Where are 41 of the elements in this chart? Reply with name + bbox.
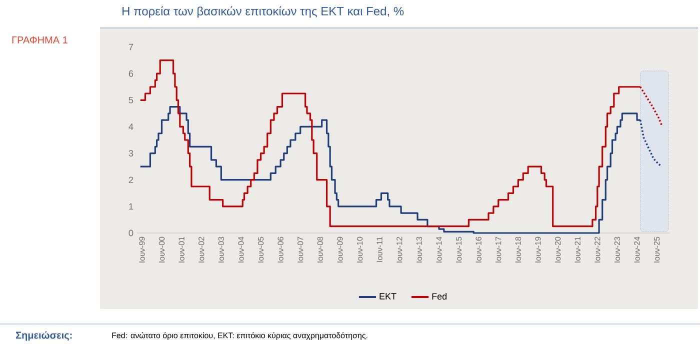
x-tick-label: Ιουν-99 xyxy=(139,236,145,262)
y-tick-label: 6 xyxy=(128,70,134,77)
x-tick-label: Ιουν-00 xyxy=(158,236,165,262)
x-tick-label: Ιουν-25 xyxy=(654,236,660,262)
x-tick-label: Ιουν-06 xyxy=(278,236,284,262)
x-tick-label: Ιουν-08 xyxy=(317,236,324,262)
y-tick-label: 5 xyxy=(128,97,134,104)
y-tick-label: 2 xyxy=(128,176,134,184)
x-tick-label: Ιουν-12 xyxy=(396,236,402,262)
x-tick-label: Ιουν-14 xyxy=(436,236,442,262)
text: Fed: ανώτατο όριο επιτοκίου, ΕΚΤ: επιτόκιο κύριας αναχρηματοδότησης. xyxy=(112,332,368,340)
legend-label: Fed xyxy=(432,292,446,300)
x-tick-label: Ιουν-09 xyxy=(337,236,343,262)
x-tick-label: Ιουν-01 xyxy=(178,236,184,262)
chart-title: Η πορεία των βασικών επιτοκίων της ΕΚΤ και Fed, % xyxy=(122,6,404,18)
y-tick-label: 4 xyxy=(128,124,134,130)
x-tick-label: Ιουν-16 xyxy=(476,236,482,262)
x-tick-label: Ιουν-04 xyxy=(238,236,244,262)
x-tick-label: Ιουν-03 xyxy=(218,236,224,262)
x-tick-label: Ιουν-17 xyxy=(496,236,502,262)
x-tick-label: Ιουν-20 xyxy=(554,236,561,262)
y-tick-label: 3 xyxy=(128,150,134,156)
text: ΓΡΑΦΗΜΑ 1 xyxy=(12,36,68,44)
x-tick-label: Ιουν-15 xyxy=(456,236,462,262)
x-tick-label: Ιουν-07 xyxy=(298,236,304,262)
x-tick-label: Ιουν-05 xyxy=(258,236,264,262)
x-tick-label: Ιουν-18 xyxy=(515,236,522,262)
x-tick-label: Ιουν-10 xyxy=(356,236,363,262)
x-tick-label: Ιουν-19 xyxy=(535,236,541,262)
x-tick-label: Ιουν-21 xyxy=(574,236,580,262)
x-tick-label: Ιουν-23 xyxy=(614,236,620,262)
x-tick-label: Ιουν-13 xyxy=(416,236,422,262)
y-tick-label: 1 xyxy=(129,203,134,210)
x-tick-label: Ιουν-24 xyxy=(634,236,640,262)
text: Σημειώσεις: xyxy=(16,331,72,341)
y-tick-label: 0 xyxy=(128,230,134,236)
x-tick-label: Ιουν-22 xyxy=(594,236,600,262)
x-tick-label: Ιουν-02 xyxy=(198,236,204,262)
y-tick-label: 7 xyxy=(128,44,134,50)
legend-label: ΕΚΤ xyxy=(380,293,396,300)
x-tick-label: Ιουν-11 xyxy=(376,236,382,262)
